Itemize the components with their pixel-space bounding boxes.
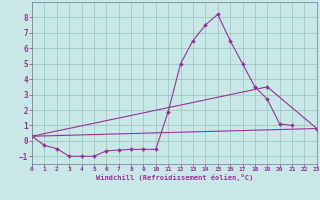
X-axis label: Windchill (Refroidissement éolien,°C): Windchill (Refroidissement éolien,°C) <box>96 174 253 181</box>
